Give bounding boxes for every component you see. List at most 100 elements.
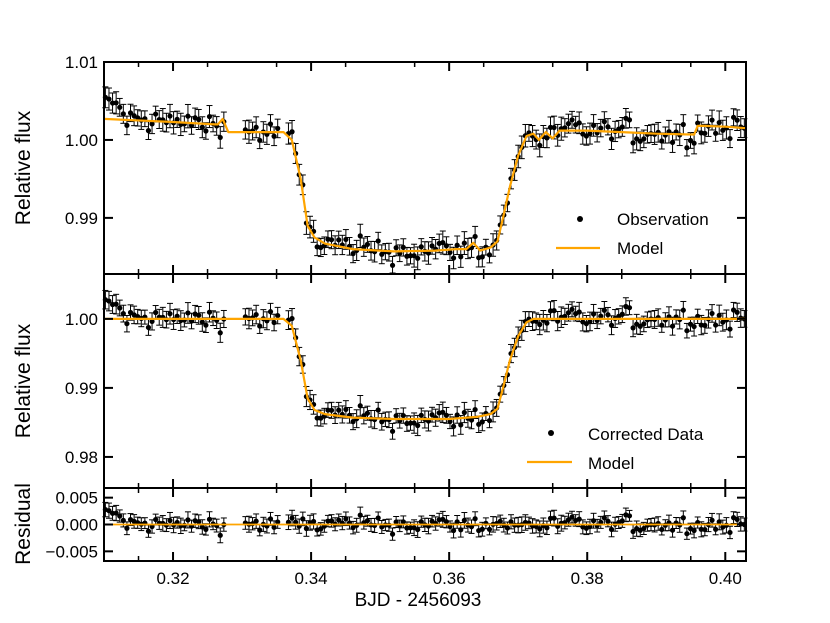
data-point — [684, 328, 690, 334]
y-tick-label: 0.99 — [65, 379, 98, 398]
y-tick-label: 1.00 — [65, 310, 98, 329]
data-point — [641, 525, 647, 532]
data-point — [713, 322, 719, 328]
panel-middle-ylabel: Relative flux — [12, 323, 35, 438]
data-point — [429, 412, 435, 418]
data-point — [472, 406, 478, 413]
y-tick-label: 1.01 — [65, 53, 98, 72]
panel-top-observation: 0.99 1.00 1.01 Observation Model Relative … — [12, 53, 748, 275]
data-point — [601, 515, 607, 521]
data-point — [113, 100, 119, 106]
corrected-points-layer — [102, 289, 748, 440]
data-point — [551, 124, 557, 131]
data-point — [619, 518, 625, 524]
data-point — [217, 330, 223, 336]
data-point — [504, 525, 511, 531]
data-point — [702, 322, 708, 328]
data-point — [598, 125, 604, 131]
data-point — [267, 516, 274, 522]
data-point — [350, 251, 356, 257]
data-point — [407, 420, 414, 426]
data-point — [357, 233, 363, 239]
data-point — [447, 418, 453, 425]
data-point — [106, 96, 112, 102]
data-point — [601, 119, 607, 125]
data-point — [551, 515, 557, 521]
data-point — [350, 419, 356, 425]
y-tick-label: 0.99 — [65, 209, 98, 228]
data-point — [497, 518, 503, 524]
data-point — [117, 305, 123, 311]
data-point — [713, 526, 719, 532]
data-point — [669, 323, 676, 329]
legend-model-label: Model — [588, 454, 634, 473]
model-curve-layer — [104, 317, 746, 421]
data-point — [217, 532, 223, 538]
data-point — [450, 423, 457, 430]
data-point — [576, 120, 582, 126]
data-point — [608, 136, 615, 142]
data-point — [120, 311, 126, 317]
data-point — [127, 110, 134, 116]
data-point — [533, 318, 539, 324]
data-point — [336, 407, 342, 413]
data-point — [429, 243, 435, 249]
panel-top-ticks: 0.99 1.00 1.01 — [65, 53, 746, 274]
data-point — [418, 244, 424, 250]
data-point — [569, 117, 575, 123]
data-point — [461, 240, 467, 246]
data-point — [153, 516, 159, 523]
data-point — [120, 111, 126, 117]
data-point — [605, 312, 611, 318]
data-point — [267, 309, 274, 315]
data-point — [336, 237, 342, 243]
data-point — [145, 324, 152, 331]
data-point — [454, 519, 460, 525]
data-point — [415, 255, 421, 261]
data-point — [400, 412, 406, 419]
data-point — [537, 142, 543, 148]
data-point — [680, 307, 686, 313]
data-point — [196, 116, 202, 123]
data-point — [167, 517, 173, 524]
data-point — [601, 307, 607, 313]
data-point — [253, 124, 259, 130]
data-point — [626, 117, 633, 123]
data-point — [458, 422, 464, 428]
data-point — [389, 262, 396, 268]
data-point — [576, 309, 582, 315]
data-point — [167, 311, 173, 317]
data-point — [117, 513, 123, 519]
data-point — [691, 323, 697, 330]
data-point — [364, 518, 371, 524]
data-point — [217, 134, 223, 141]
data-point — [479, 254, 485, 260]
data-point — [684, 145, 690, 151]
data-point — [508, 519, 514, 525]
data-point — [400, 519, 406, 525]
data-point — [626, 513, 633, 519]
data-point — [605, 518, 611, 524]
data-point — [486, 526, 493, 532]
legend-observation-label: Observation — [617, 210, 709, 229]
data-point — [454, 242, 460, 248]
data-point — [626, 305, 633, 311]
data-point — [727, 135, 733, 142]
data-point — [709, 117, 715, 123]
data-point — [124, 525, 130, 531]
data-point — [569, 306, 575, 312]
data-point — [562, 313, 568, 320]
data-point — [472, 233, 478, 240]
data-point — [569, 514, 575, 520]
panel-bottom-ticks: −0.005 0.000 0.005 — [46, 488, 746, 561]
y-tick-label: −0.005 — [46, 542, 98, 561]
data-point — [680, 121, 686, 128]
data-point — [145, 128, 152, 134]
data-point — [293, 519, 299, 525]
x-tick-labels: 0.32 0.34 0.36 0.38 0.40 — [156, 569, 741, 588]
data-point — [203, 526, 209, 532]
data-point — [544, 135, 550, 141]
y-tick-label: 0.98 — [65, 448, 98, 467]
data-point — [418, 412, 424, 418]
